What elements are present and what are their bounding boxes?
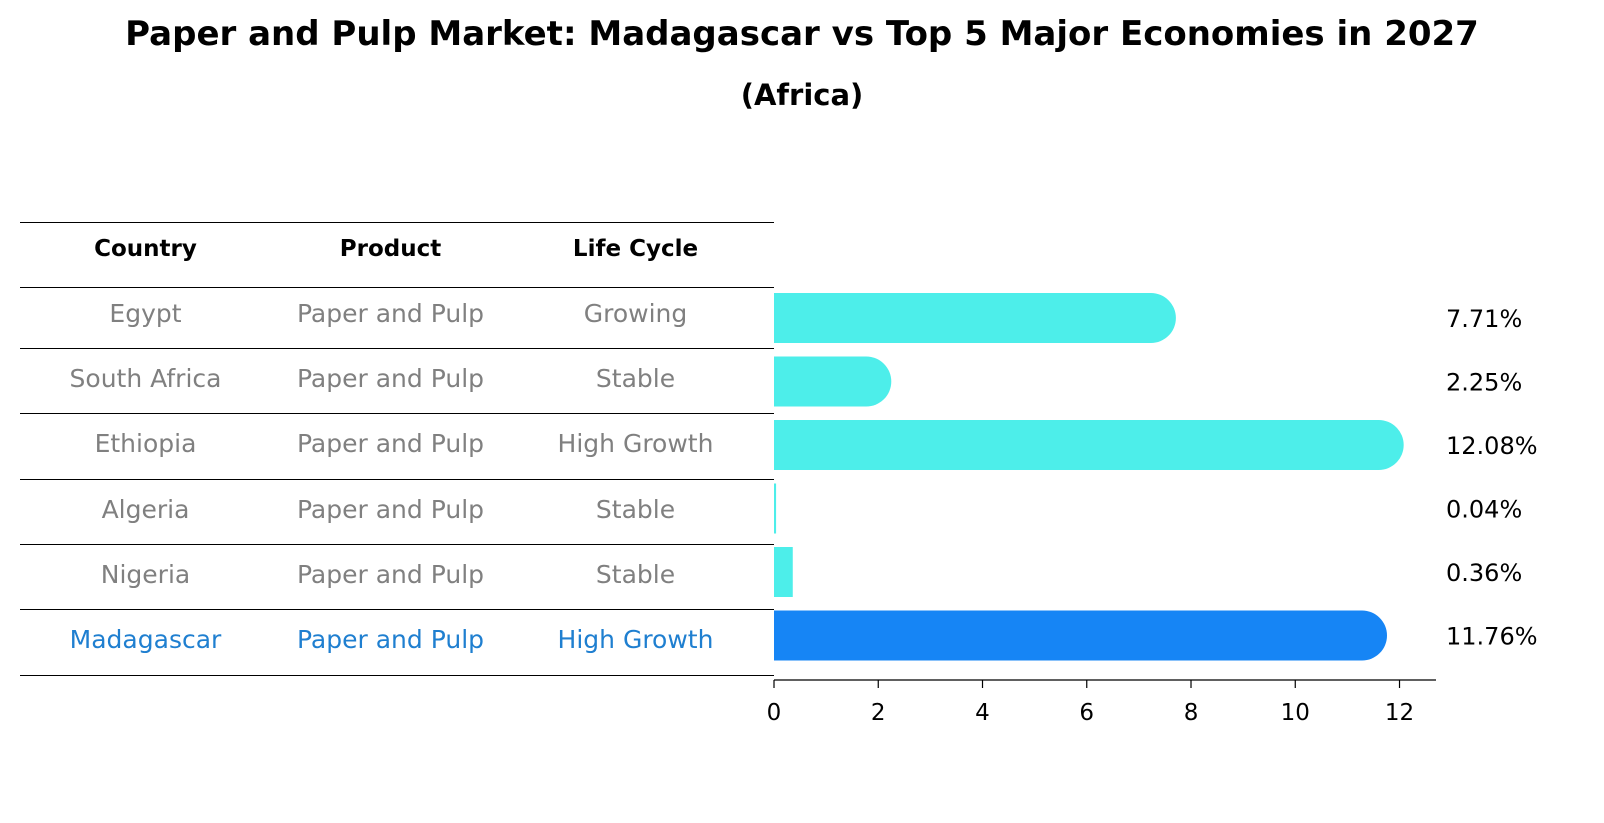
bar [774,420,1404,470]
x-tick-label: 8 [1184,700,1199,726]
bar-value-label: 2.25% [1446,369,1522,397]
table-row-rule [20,544,774,545]
table-cell-life-cycle: Stable [595,364,676,393]
table-cell-product: Paper and Pulp [296,364,485,393]
table-cell-life-cycle: High Growth [557,625,714,654]
column-header-life-cycle: Life Cycle [572,236,699,262]
table-row-rule [20,479,774,480]
x-tick-label: 4 [975,700,990,726]
table-cell-life-cycle: Stable [595,560,676,589]
table-bottom-rule [20,675,774,676]
column-header-country: Country [94,236,197,262]
table-cell-product: Paper and Pulp [296,429,485,458]
bar-value-label: 0.04% [1446,496,1522,524]
chart-subtitle: (Africa) [740,78,864,112]
table-cell-life-cycle: High Growth [557,429,714,458]
x-tick-label: 10 [1281,700,1310,726]
bar [774,547,793,597]
x-tick-label: 12 [1385,700,1414,726]
x-tick-label: 2 [871,700,886,726]
table-row-rule [20,348,774,349]
x-tick-label: 6 [1079,700,1094,726]
bar-value-label: 12.08% [1446,432,1538,460]
table-cell-product: Paper and Pulp [296,625,485,654]
table-cell-country: Egypt [109,299,182,328]
table-row-rule [20,609,774,610]
table-cell-product: Paper and Pulp [296,495,485,524]
table-cell-life-cycle: Growing [583,299,688,328]
bar [774,610,1388,661]
table-row-rule [20,413,774,414]
chart-title: Paper and Pulp Market: Madagascar vs Top… [125,14,1479,54]
table-cell-country: Ethiopia [94,429,197,458]
bar [774,356,892,407]
table-cell-country: Nigeria [100,560,191,589]
table-cell-product: Paper and Pulp [296,299,485,328]
bar [774,483,777,534]
table-top-rule [20,222,774,223]
table-cell-life-cycle: Stable [595,495,676,524]
table-cell-country: Algeria [101,495,190,524]
bar-value-label: 0.36% [1446,559,1522,587]
column-header-product: Product [339,236,442,262]
table-cell-product: Paper and Pulp [296,560,485,589]
x-tick-label: 0 [767,700,782,726]
bar [774,293,1176,343]
table-cell-country: Madagascar [69,625,222,654]
table-header-rule [20,287,774,288]
table-cell-country: South Africa [69,364,222,393]
bar-value-label: 11.76% [1446,623,1538,651]
bar-value-label: 7.71% [1446,305,1522,333]
